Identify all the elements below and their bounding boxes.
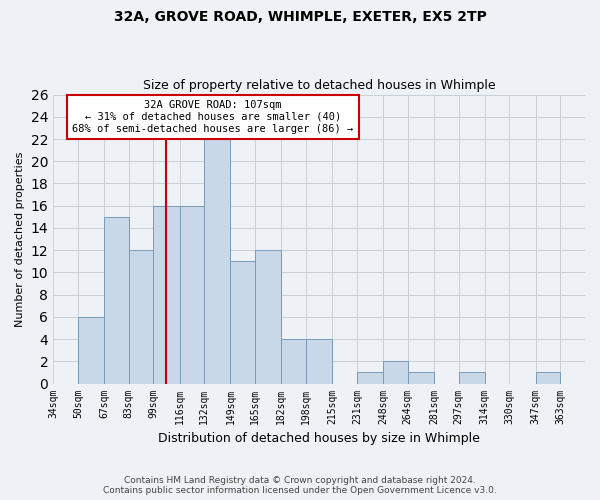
Bar bbox=[129, 250, 154, 384]
Bar bbox=[281, 339, 306, 384]
Bar bbox=[204, 139, 230, 384]
Bar bbox=[536, 372, 560, 384]
Bar bbox=[179, 206, 204, 384]
Bar bbox=[230, 262, 255, 384]
Bar bbox=[104, 217, 129, 384]
X-axis label: Distribution of detached houses by size in Whimple: Distribution of detached houses by size … bbox=[158, 432, 480, 445]
Bar bbox=[357, 372, 383, 384]
Bar bbox=[408, 372, 434, 384]
Bar bbox=[383, 362, 408, 384]
Bar bbox=[78, 317, 104, 384]
Text: Contains HM Land Registry data © Crown copyright and database right 2024.
Contai: Contains HM Land Registry data © Crown c… bbox=[103, 476, 497, 495]
Bar bbox=[458, 372, 485, 384]
Bar bbox=[154, 206, 179, 384]
Text: 32A GROVE ROAD: 107sqm
← 31% of detached houses are smaller (40)
68% of semi-det: 32A GROVE ROAD: 107sqm ← 31% of detached… bbox=[72, 100, 353, 134]
Title: Size of property relative to detached houses in Whimple: Size of property relative to detached ho… bbox=[143, 79, 496, 92]
Y-axis label: Number of detached properties: Number of detached properties bbox=[15, 152, 25, 326]
Bar bbox=[306, 339, 332, 384]
Text: 32A, GROVE ROAD, WHIMPLE, EXETER, EX5 2TP: 32A, GROVE ROAD, WHIMPLE, EXETER, EX5 2T… bbox=[113, 10, 487, 24]
Bar bbox=[255, 250, 281, 384]
